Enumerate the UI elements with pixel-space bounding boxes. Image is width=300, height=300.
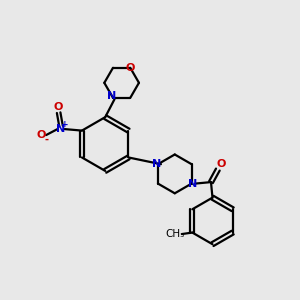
Text: O: O bbox=[216, 159, 226, 169]
Text: N: N bbox=[56, 124, 66, 134]
Text: N: N bbox=[107, 91, 116, 101]
Text: O: O bbox=[126, 63, 135, 73]
Text: O: O bbox=[54, 102, 63, 112]
Text: N: N bbox=[188, 178, 198, 189]
Text: N: N bbox=[152, 159, 161, 169]
Text: O: O bbox=[36, 130, 46, 140]
Text: CH₃: CH₃ bbox=[165, 229, 184, 239]
Text: -: - bbox=[44, 134, 48, 145]
Text: +: + bbox=[61, 120, 68, 129]
